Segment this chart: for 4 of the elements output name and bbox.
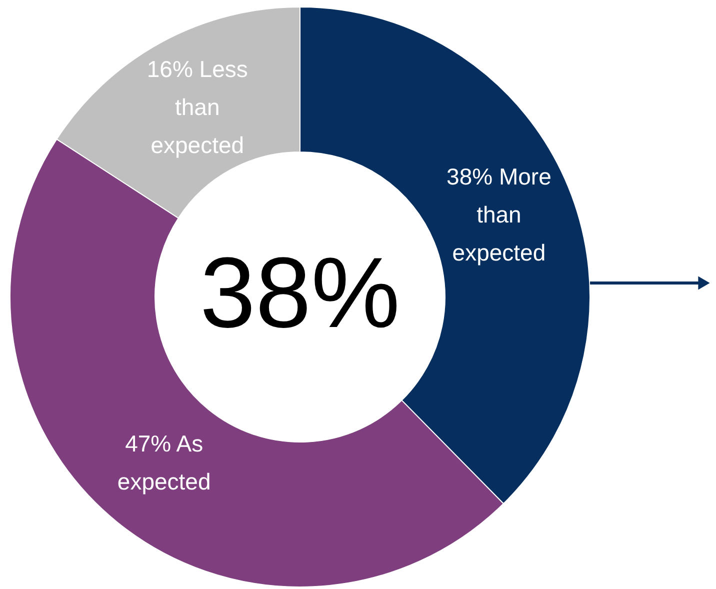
- slice-label: 16% Less than expected: [146, 56, 248, 158]
- text: 38%: [200, 237, 400, 349]
- slice-label: 38% More than expected: [446, 163, 552, 266]
- slice-label: 47% As expected: [117, 430, 211, 495]
